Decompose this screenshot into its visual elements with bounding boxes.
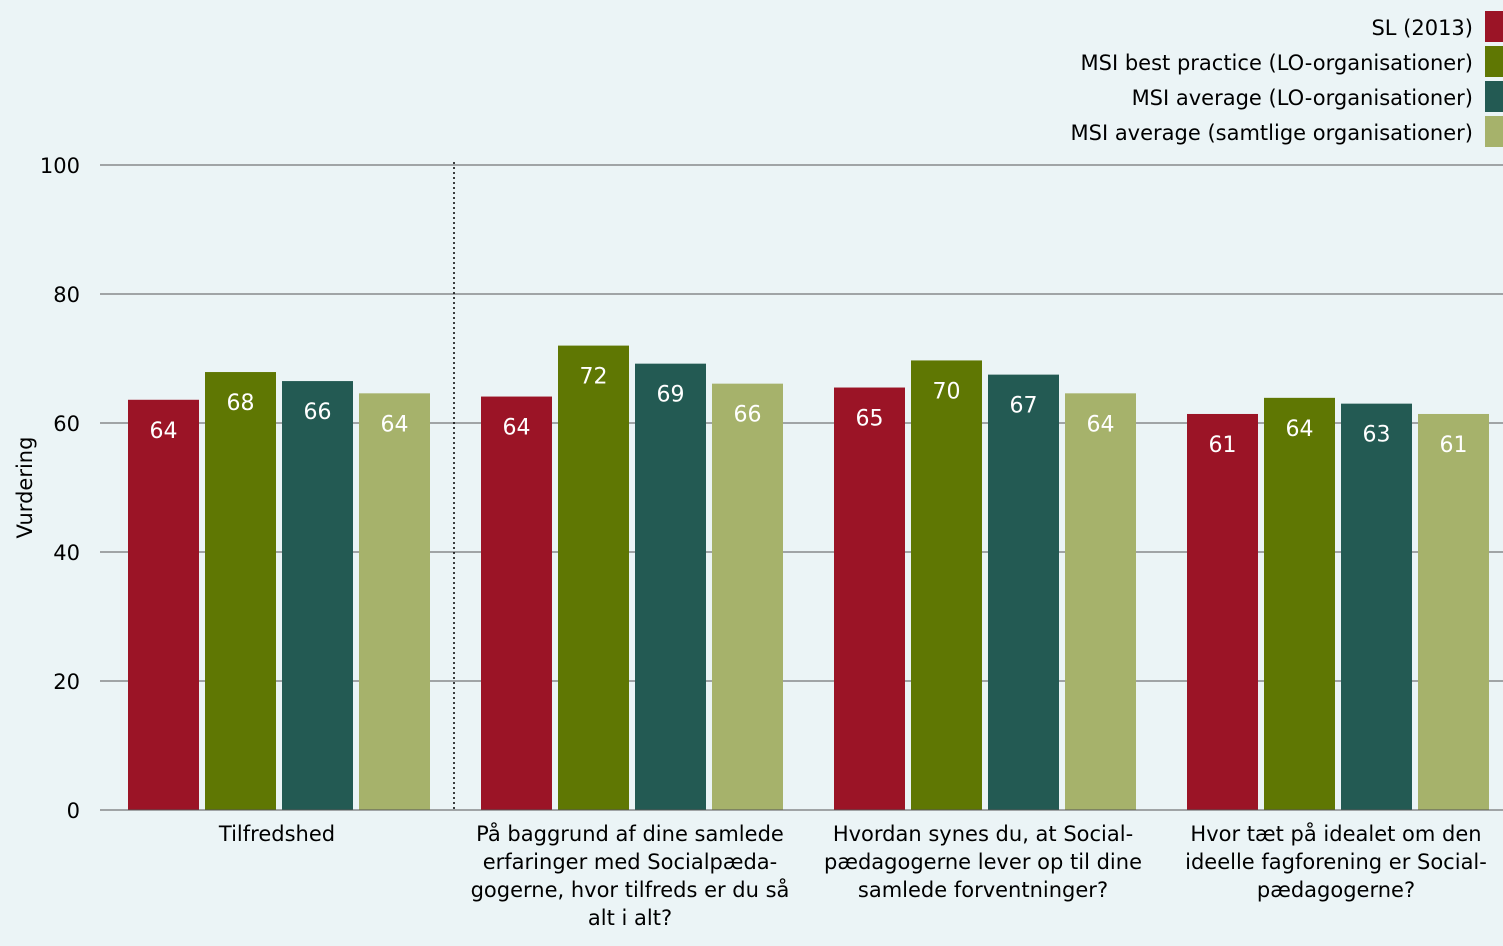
data-label: 64 [503,416,531,441]
x-tick-label: Hvordan synes du, at Social- pædagogerne… [824,822,1142,902]
y-tick-label: 60 [53,412,80,436]
data-label: 70 [933,379,961,404]
bar [558,345,629,810]
bar [712,383,783,810]
bar [359,393,430,810]
legend-label: MSI average (LO-organisationer) [1132,86,1473,110]
bar [911,360,982,810]
data-label: 64 [1087,412,1115,437]
bar [1264,397,1335,810]
legend-swatch [1485,116,1503,147]
y-tick-label: 80 [53,283,80,307]
x-tick-label: Tilfredshed [218,822,336,846]
x-tick-label: På baggrund af dine samlede erfaringer m… [470,822,790,930]
y-tick-label: 100 [40,154,80,178]
data-label: 64 [150,419,178,444]
bar [635,363,706,810]
y-tick-label: 20 [53,670,80,694]
bar [481,396,552,810]
y-tick-label: 40 [53,541,80,565]
data-label: 63 [1363,423,1391,448]
data-label: 66 [734,403,762,428]
x-tick-label: Hvor tæt på idealet om den ideelle fagfo… [1185,822,1487,902]
y-axis-title: Vurdering [13,437,37,539]
data-label: 72 [580,365,608,390]
data-label: 65 [856,407,884,432]
bar [988,374,1059,810]
legend-label: MSI average (samtlige organisationer) [1071,121,1474,145]
legend-swatch [1485,81,1503,112]
bar [1341,403,1412,810]
data-label: 68 [227,391,255,416]
legend-label: SL (2013) [1371,16,1473,40]
bar [1418,413,1489,810]
y-tick-label: 0 [67,799,80,823]
data-label: 69 [657,383,685,408]
bar [1187,413,1258,810]
data-label: 64 [1286,417,1314,442]
data-label: 66 [304,400,332,425]
bar [128,399,199,810]
data-label: 61 [1209,433,1237,458]
data-label: 64 [381,412,409,437]
data-label: 61 [1440,433,1468,458]
data-label: 67 [1010,394,1038,419]
legend-label: MSI best practice (LO-organisationer) [1081,51,1473,75]
legend-swatch [1485,46,1503,77]
bar [834,387,905,810]
bar [1065,393,1136,810]
bar [282,381,353,810]
legend-swatch [1485,11,1503,42]
bar [205,372,276,810]
